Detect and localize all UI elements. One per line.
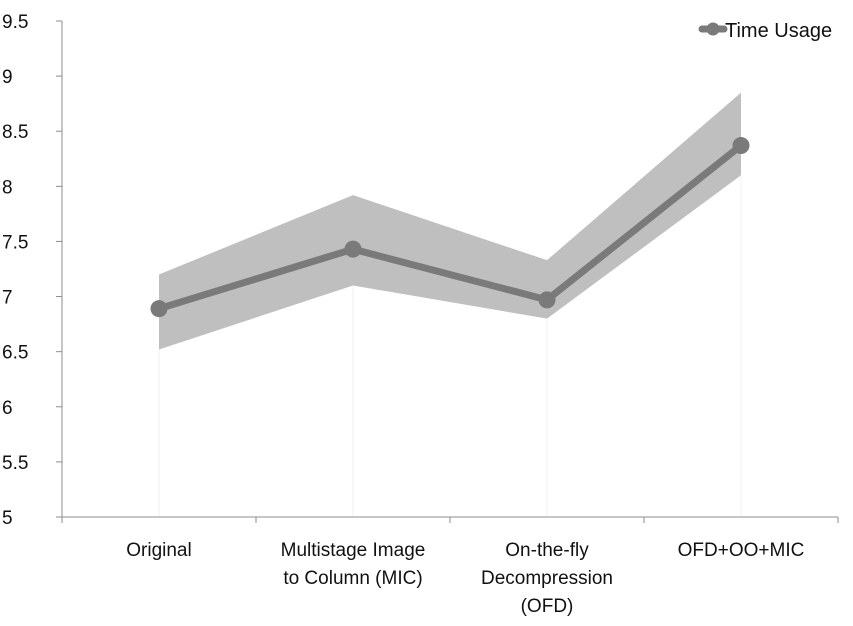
x-category-labels: Original Multistage Image to Column (MIC) O… bbox=[126, 540, 804, 617]
x-category-label: OFD+OO+MIC bbox=[678, 540, 805, 561]
legend: Time Usage bbox=[698, 20, 832, 42]
y-tick-label: 5.5 bbox=[2, 453, 28, 474]
axes bbox=[56, 20, 839, 523]
y-tick-label: 6 bbox=[2, 398, 13, 419]
x-category-label: Decompression bbox=[481, 568, 613, 589]
x-category-label: to Column (MIC) bbox=[283, 568, 422, 589]
drop-lines-layer bbox=[158, 175, 742, 517]
y-tick-label: 7.5 bbox=[2, 232, 28, 253]
x-category-label: (OFD) bbox=[521, 596, 574, 617]
legend-label: Time Usage bbox=[725, 20, 832, 42]
y-tick-label: 9.5 bbox=[2, 12, 28, 33]
data-point bbox=[344, 240, 362, 258]
legend-point-marker bbox=[706, 22, 720, 36]
y-tick-label: 8.5 bbox=[2, 122, 28, 143]
series-line-layer bbox=[155, 142, 745, 313]
data-point bbox=[732, 137, 750, 155]
y-tick-label: 7 bbox=[2, 288, 13, 309]
confidence-band bbox=[159, 92, 741, 350]
series-line bbox=[155, 142, 745, 313]
x-category-label: Multistage Image bbox=[281, 540, 426, 561]
y-tick-label: 5 bbox=[2, 508, 13, 529]
confidence-band-layer bbox=[159, 92, 741, 350]
data-point bbox=[150, 300, 168, 318]
y-tick-label: 6.5 bbox=[2, 343, 28, 364]
y-tick-label: 9 bbox=[2, 67, 13, 88]
y-tick-labels: 5 5.5 6 6.5 7 7.5 8 8.5 9 9.5 bbox=[2, 12, 28, 529]
y-tick-label: 8 bbox=[2, 177, 13, 198]
x-category-label: On-the-fly bbox=[505, 540, 589, 561]
data-point bbox=[538, 291, 556, 309]
x-category-label: Original bbox=[126, 540, 191, 561]
data-points-layer bbox=[150, 137, 750, 318]
